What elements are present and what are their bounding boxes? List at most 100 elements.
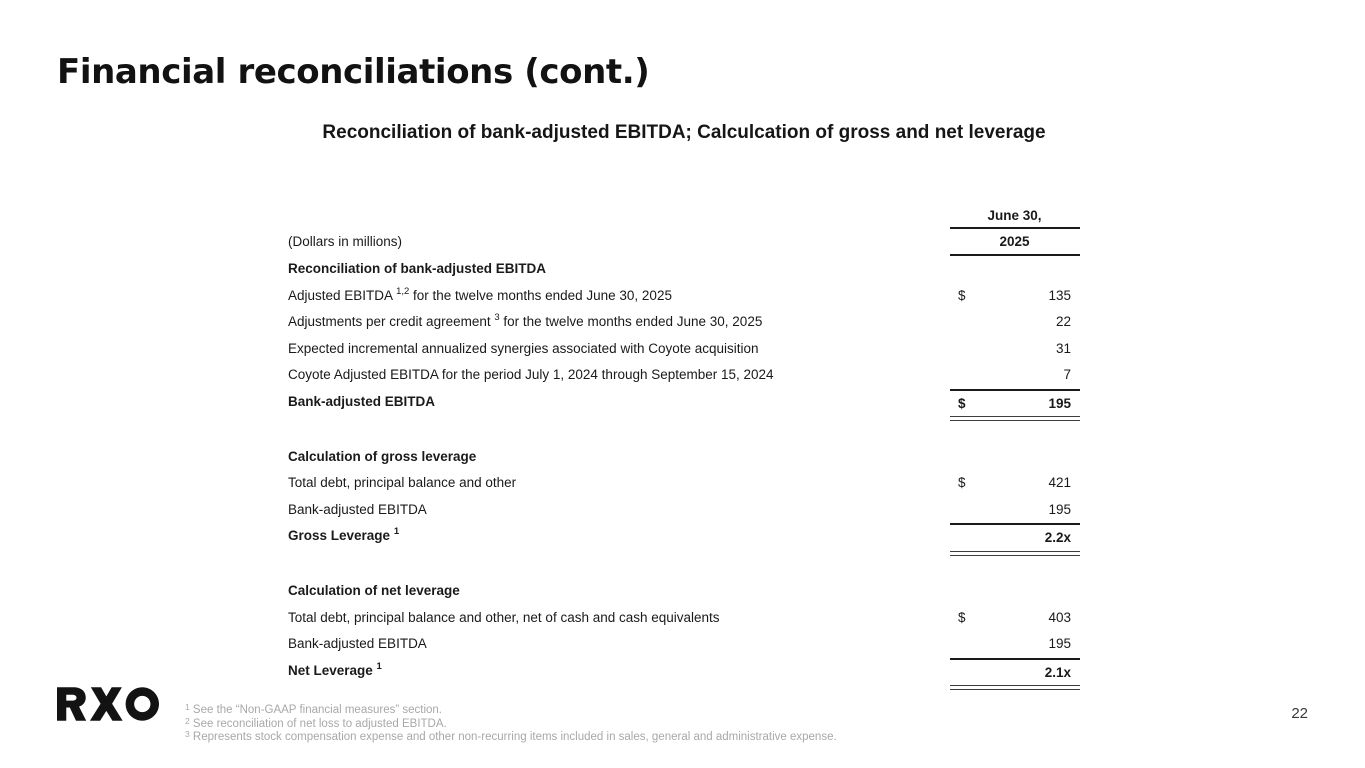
- table-row: Total debt, principal balance and other,…: [288, 605, 1080, 632]
- footnote: 1 See the “Non-GAAP financial measures” …: [185, 702, 837, 718]
- total-value-cell: 2.2x: [950, 523, 1080, 550]
- total-value: 2.1x: [1044, 664, 1071, 680]
- total-label-text: Net Leverage: [288, 662, 377, 678]
- value-cell: 195: [950, 631, 1080, 658]
- header-period-label: June 30,: [987, 208, 1042, 223]
- total-value: 2.2x: [1044, 530, 1071, 545]
- row-label: Coyote Adjusted EBITDA for the period Ju…: [288, 362, 950, 389]
- section-title-row: Calculation of gross leverage: [288, 444, 1080, 471]
- reconciliation-table: June 30, (Dollars in millions) 2025 Reco…: [288, 205, 1080, 690]
- value-cell: $403: [950, 605, 1080, 632]
- footnote-number: 2: [185, 715, 190, 726]
- total-label-text: Bank-adjusted EBITDA: [288, 393, 436, 409]
- row-label-text: for the twelve months ended June 30, 202…: [409, 287, 672, 303]
- section-title: Calculation of net leverage: [288, 583, 460, 598]
- value-cell: 22: [950, 309, 1080, 336]
- table-total-row: Gross Leverage 1 2.2x: [288, 523, 1080, 550]
- empty-cell: [950, 256, 1080, 283]
- table-total-row: Net Leverage 1 2.1x: [288, 657, 1080, 685]
- row-label: Bank-adjusted EBITDA: [288, 631, 950, 658]
- footnote: 2 See reconciliation of net loss to adju…: [185, 715, 837, 732]
- double-rule: [950, 685, 1080, 690]
- row-label-text: Adjusted EBITDA: [288, 287, 397, 303]
- header-year-cell: 2025: [950, 229, 1080, 256]
- row-value: 135: [1048, 287, 1071, 303]
- row-label-text: Total debt, principal balance and other,…: [288, 609, 720, 625]
- section-title-row: Calculation of net leverage: [288, 578, 1080, 605]
- value-cell: 31: [950, 336, 1080, 363]
- row-label-text: Adjustments per credit agreement: [288, 314, 495, 329]
- currency-symbol: $: [958, 475, 966, 490]
- table-row: Bank-adjusted EBITDA 195: [288, 631, 1080, 658]
- table-header-year-row: (Dollars in millions) 2025: [288, 229, 1080, 256]
- value-cell: $135: [950, 283, 1080, 310]
- header-period-cell: June 30,: [950, 205, 1080, 229]
- row-label: Adjusted EBITDA 1,2 for the twelve month…: [288, 283, 950, 310]
- footnote-marker: 3: [494, 312, 500, 323]
- row-label-text: Expected incremental annualized synergie…: [288, 340, 759, 356]
- row-value: 421: [1048, 475, 1071, 490]
- header-year-label: 2025: [999, 234, 1030, 249]
- footnote-text: See the “Non-GAAP financial measures” se…: [189, 704, 443, 716]
- page-title: Financial reconciliations (cont.): [57, 52, 650, 92]
- total-label: Bank-adjusted EBITDA: [288, 389, 950, 416]
- footnote-marker: 1: [376, 660, 382, 672]
- currency-symbol: $: [958, 609, 966, 625]
- row-label: Bank-adjusted EBITDA: [288, 497, 950, 524]
- row-value: 195: [1048, 636, 1071, 651]
- row-value: 7: [1063, 367, 1071, 382]
- row-label-text: for the twelve months ended June 30, 202…: [499, 314, 763, 329]
- total-value: 195: [1048, 395, 1071, 411]
- section-title: Reconciliation of bank-adjusted EBITDA: [288, 261, 547, 276]
- total-value-cell: 2.1x: [950, 657, 1080, 685]
- table-row: Adjusted EBITDA 1,2 for the twelve month…: [288, 283, 1080, 310]
- table-row: Coyote Adjusted EBITDA for the period Ju…: [288, 362, 1080, 389]
- footnote-number: 3: [185, 729, 190, 740]
- total-value-cell: $195: [950, 388, 1080, 416]
- value-cell: 7: [950, 362, 1080, 389]
- table-row: Expected incremental annualized synergie…: [288, 336, 1080, 363]
- rxo-logo-icon: [57, 687, 159, 721]
- table-row: Total debt, principal balance and other …: [288, 470, 1080, 497]
- table-row: Bank-adjusted EBITDA 195: [288, 497, 1080, 524]
- empty-cell: [950, 578, 1080, 605]
- section-title-row: Reconciliation of bank-adjusted EBITDA: [288, 256, 1080, 283]
- table-header-period-row: June 30,: [288, 205, 1080, 229]
- value-cell: 195: [950, 497, 1080, 524]
- footnote-number: 1: [185, 702, 190, 712]
- total-label: Net Leverage 1: [288, 658, 950, 685]
- footnote-text: See reconciliation of net loss to adjust…: [189, 717, 447, 730]
- currency-symbol: $: [958, 287, 966, 303]
- table-total-row: Bank-adjusted EBITDA $195: [288, 388, 1080, 416]
- row-label-text: Bank-adjusted EBITDA: [288, 501, 427, 517]
- rxo-logo: RXO: [57, 686, 159, 722]
- row-value: 195: [1048, 501, 1071, 517]
- section-title: Calculation of gross leverage: [288, 448, 477, 464]
- row-value: 31: [1055, 340, 1071, 356]
- double-rule: [950, 416, 1080, 421]
- empty-cell: [950, 444, 1080, 471]
- total-label-text: Gross Leverage: [288, 528, 394, 543]
- footnote: 3 Represents stock compensation expense …: [185, 729, 837, 745]
- row-label: Total debt, principal balance and other,…: [288, 605, 950, 632]
- table-row: Adjustments per credit agreement 3 for t…: [288, 309, 1080, 336]
- footnotes: 1 See the “Non-GAAP financial measures” …: [185, 702, 837, 745]
- section-gap: [288, 556, 1080, 579]
- row-label-text: Total debt, principal balance and other: [288, 475, 517, 490]
- currency-symbol: $: [958, 395, 966, 411]
- row-label-text: Bank-adjusted EBITDA: [288, 636, 427, 651]
- row-value: 22: [1055, 314, 1071, 329]
- row-label: Adjustments per credit agreement 3 for t…: [288, 309, 950, 336]
- footnote-marker: 1,2: [396, 285, 410, 297]
- header-spacer: [288, 205, 950, 229]
- footnote-text: Represents stock compensation expense an…: [189, 731, 837, 744]
- page-number: 22: [1291, 705, 1308, 722]
- section-gap: [288, 421, 1080, 444]
- table-caption: Reconciliation of bank-adjusted EBITDA; …: [322, 122, 1046, 143]
- total-label: Gross Leverage 1: [288, 523, 950, 550]
- row-label: Expected incremental annualized synergie…: [288, 336, 950, 363]
- footnote-marker: 1: [393, 526, 400, 537]
- row-label: Total debt, principal balance and other: [288, 470, 950, 497]
- units-note: (Dollars in millions): [288, 234, 403, 249]
